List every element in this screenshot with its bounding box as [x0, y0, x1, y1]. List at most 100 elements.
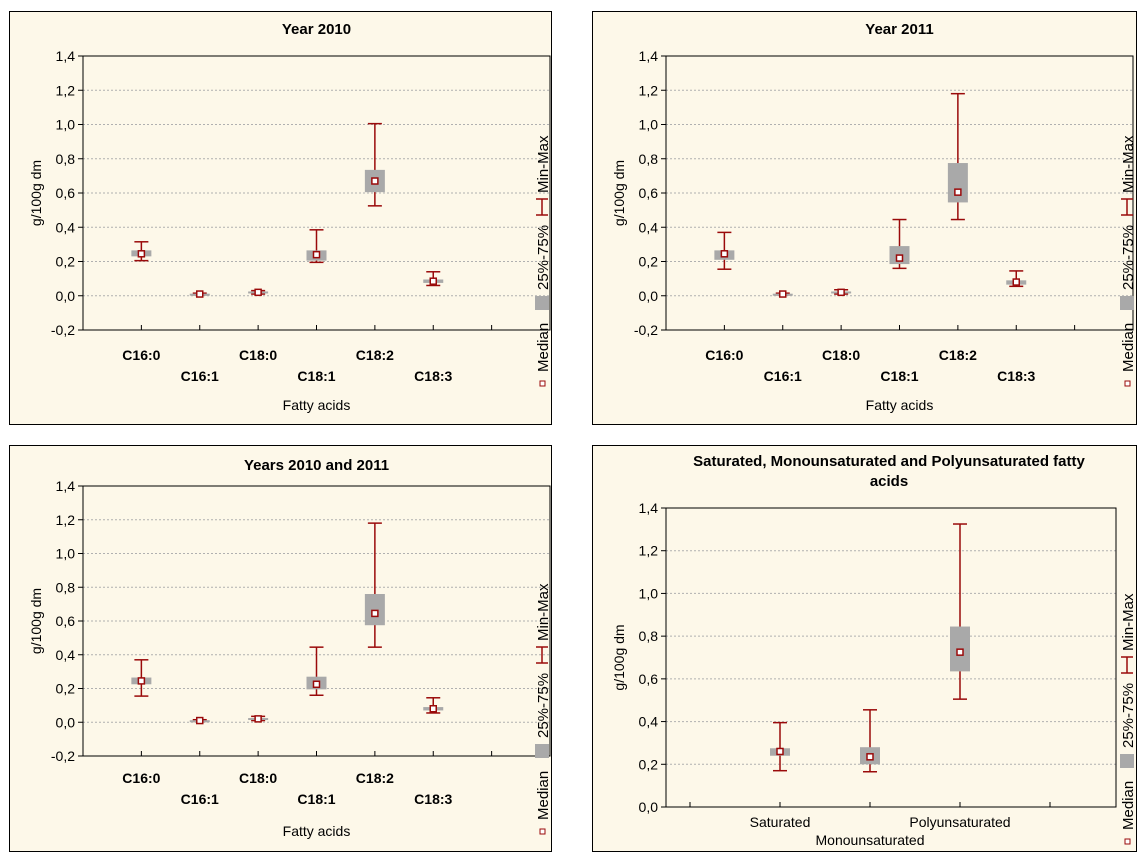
median-marker: [429, 705, 437, 713]
x-category-label: C18:2: [356, 770, 394, 786]
y-tick-label: 0,0: [56, 714, 76, 730]
x-category-label: C18:3: [997, 368, 1035, 384]
x-category-label: C18:0: [239, 770, 277, 786]
legend-minmax-label: Min-Max: [1120, 135, 1137, 193]
median-marker: [137, 250, 146, 258]
x-axis-label: Fatty acids: [866, 397, 934, 413]
chart-title-line-1: Saturated, Monounsaturated and Polyunsat…: [693, 453, 1085, 470]
median-marker: [956, 648, 964, 656]
legend-box-swatch: [535, 296, 549, 310]
median-marker: [254, 288, 262, 297]
y-tick-label: -0,2: [51, 748, 75, 764]
y-tick-label: 1,0: [56, 546, 76, 562]
median-marker: [720, 250, 729, 258]
median-marker: [137, 677, 146, 685]
chart-panel-2010-2011: Years 2010 and 2011 -0,2 0,0 0,2 0,4 0,6 0,8 1,…: [9, 445, 552, 852]
y-tick-label: -0,2: [51, 322, 75, 338]
x-category-label: Monounsaturated: [816, 832, 925, 848]
y-tick-label: 0,6: [639, 671, 659, 687]
x-category-label: Polyunsaturated: [909, 814, 1010, 830]
x-category-label: C18:0: [239, 347, 277, 363]
x-category-label: C18:3: [414, 368, 452, 384]
x-category-label: C16:0: [705, 347, 743, 363]
plot-area-border: [665, 55, 1134, 331]
y-tick-label: 1,4: [639, 48, 659, 64]
median-marker: [866, 753, 874, 761]
x-category-label: Saturated: [750, 814, 811, 830]
y-tick-label: 0,6: [56, 185, 76, 201]
median-marker: [371, 609, 379, 618]
x-axis-label: Fatty acids: [283, 823, 351, 839]
y-tick-label: 0,2: [56, 254, 76, 270]
median-marker: [776, 747, 784, 756]
y-tick-label: 0,8: [56, 151, 76, 167]
legend-box-swatch: [535, 744, 549, 758]
plot-area-border: [82, 485, 551, 757]
y-tick-label: 1,0: [56, 117, 76, 133]
x-category-label: C18:0: [822, 347, 860, 363]
x-category-label: C16:1: [181, 791, 219, 807]
y-tick-label: 0,4: [639, 219, 659, 235]
legend-median-label: Median: [535, 771, 552, 820]
x-category-label: C18:2: [356, 347, 394, 363]
legend-median-marker: [1124, 380, 1131, 387]
y-tick-label: 1,4: [56, 478, 76, 494]
median-marker: [312, 250, 321, 259]
chart-title: Years 2010 and 2011: [244, 457, 389, 474]
y-tick-label: 0,2: [639, 254, 659, 270]
legend-median-marker: [539, 828, 546, 835]
legend-iqr-label: 25%-75%: [535, 673, 552, 738]
y-tick-label: 1,2: [639, 82, 659, 98]
median-marker: [1012, 278, 1020, 286]
median-marker: [312, 680, 321, 689]
median-marker: [371, 177, 379, 185]
y-tick-label: 0,6: [56, 613, 76, 629]
y-tick-label: 1,2: [639, 543, 659, 559]
plot-area-border: [82, 55, 551, 331]
y-axis-label: g/100g dm: [611, 624, 627, 690]
chart-2010-and-2011: Years 2010 and 2011 -0,2 0,0 0,2 0,4 0,6 0,8 1,…: [28, 457, 552, 839]
y-tick-label: 0,4: [639, 714, 659, 730]
y-tick-label: 1,2: [56, 512, 76, 528]
y-tick-label: 0,0: [639, 288, 659, 304]
legend-minmax-label: Min-Max: [535, 583, 552, 641]
y-tick-label: 0,6: [639, 185, 659, 201]
median-marker: [429, 277, 437, 285]
y-axis-label: g/100g dm: [611, 160, 627, 226]
x-category-label: C18:3: [414, 791, 452, 807]
median-marker: [779, 290, 787, 298]
y-tick-label: 1,0: [639, 117, 659, 133]
y-tick-label: 0,8: [639, 151, 659, 167]
chart-panel-2011: Year 2011 -0,2 0,0 0,2 0,4 0,6 0,8 1,0 1,2 1,4 g/1…: [592, 11, 1137, 425]
y-tick-label: 1,2: [56, 82, 76, 98]
legend-box-swatch: [1120, 754, 1134, 768]
chart-title: Year 2010: [282, 21, 351, 38]
legend-iqr-label: 25%-75%: [1120, 225, 1137, 290]
legend-median-label: Median: [1120, 781, 1137, 830]
median-marker: [254, 715, 262, 723]
legend-iqr-label: 25%-75%: [535, 225, 552, 290]
x-category-label: C16:0: [122, 770, 160, 786]
y-tick-label: 0,2: [56, 681, 76, 697]
legend-median-marker: [539, 380, 546, 387]
chart-panel-sat-mono-poly: Saturated, Monounsaturated and Polyunsat…: [592, 445, 1137, 852]
y-tick-label: 0,0: [56, 288, 76, 304]
y-tick-label: 0,0: [639, 799, 659, 815]
x-axis-label: Fatty acids: [283, 397, 351, 413]
legend-minmax-label: Min-Max: [535, 135, 552, 193]
y-axis-label: g/100g dm: [28, 588, 44, 654]
iqr-box: [364, 594, 385, 626]
y-tick-label: 1,0: [639, 585, 659, 601]
legend-box-swatch: [1120, 296, 1134, 310]
plot-area-border: [665, 507, 1117, 808]
iqr-box: [947, 163, 968, 203]
median-marker: [196, 716, 204, 725]
y-tick-label: 1,4: [639, 500, 659, 516]
legend-median-marker: [1124, 838, 1131, 845]
chart-2011: Year 2011 -0,2 0,0 0,2 0,4 0,6 0,8 1,0 1,2 1,4 g/1…: [611, 21, 1137, 413]
x-category-label: C18:1: [297, 791, 335, 807]
y-tick-label: 0,4: [56, 219, 76, 235]
chart-saturation-groups: Saturated, Monounsaturated and Polyunsat…: [611, 453, 1137, 848]
legend-median-label: Median: [1120, 323, 1137, 372]
chart-panel-2010: Year 2010 -0,2 0,0 0,2 0,4 0,6 0,8 1,0 1,2 1,4 g/1…: [9, 11, 552, 425]
